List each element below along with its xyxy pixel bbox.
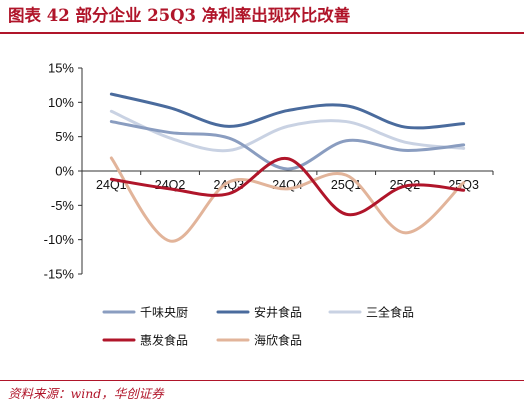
series-line-4 [109, 156, 466, 243]
y-tick-label: 15% [48, 61, 74, 76]
series-line-1 [109, 92, 466, 130]
legend-label-1: 安井食品 [254, 305, 302, 320]
bottom-rule [0, 380, 524, 381]
y-tick-label: -15% [44, 267, 75, 282]
legend-label-4: 海欣食品 [254, 333, 302, 348]
chart-axes: -15%-10%-5%0%5%10%15%24Q1 24Q2 24Q3 24Q4 25Q… [44, 61, 494, 282]
y-tick-label: 0% [55, 164, 74, 179]
y-tick-label: -5% [51, 198, 75, 213]
legend-label-3: 惠发食品 [140, 333, 188, 348]
legend-label-2: 三全食品 [366, 305, 414, 320]
y-tick-label: -10% [44, 232, 75, 247]
data-source: 资料来源：wind，华创证券 [8, 386, 164, 401]
y-tick-label: 5% [55, 129, 74, 144]
series-line-3 [109, 157, 466, 217]
title-rule [0, 32, 524, 34]
line-chart: -15%-10%-5%0%5%10%15%24Q1 24Q2 24Q3 24Q4 25Q… [44, 61, 494, 348]
chart-title: 图表 42 部分企业 25Q3 净利率出现环比改善 [8, 6, 351, 25]
series-line-2 [109, 109, 466, 153]
legend-label-0: 千味央厨 [140, 306, 188, 320]
series-line-0 [109, 120, 466, 171]
series-layer [109, 92, 466, 243]
x-tick-label: 25Q1 [331, 178, 362, 192]
y-tick-label: 10% [48, 95, 74, 110]
